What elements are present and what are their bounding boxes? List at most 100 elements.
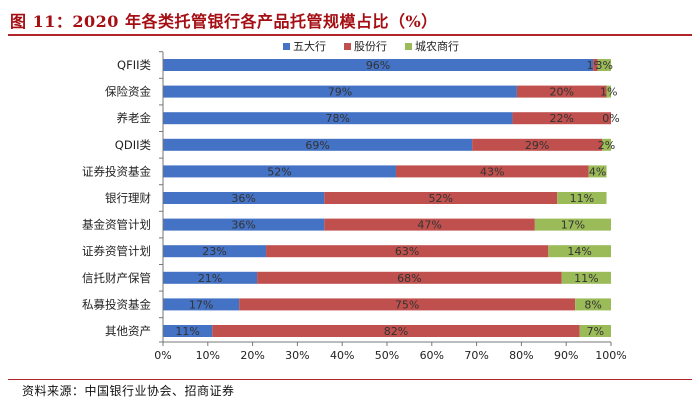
x-tick-label-3: 30% — [285, 349, 309, 362]
data-label-1-8: 68% — [397, 272, 421, 285]
bar-0-3 — [163, 138, 473, 151]
data-label-1-9: 75% — [395, 298, 419, 311]
data-label-0-7: 23% — [202, 245, 226, 258]
category-label-3: QDII类 — [115, 138, 152, 152]
category-label-0: QFII类 — [117, 58, 151, 72]
data-label-2-3: 2% — [598, 139, 615, 152]
data-label-2-7: 14% — [567, 245, 591, 258]
category-label-7: 证券资管计划 — [82, 244, 151, 258]
data-label-2-9: 8% — [584, 298, 601, 311]
bar-0-0 — [163, 59, 594, 71]
data-label-0-4: 52% — [267, 165, 291, 178]
category-label-5: 银行理财 — [105, 191, 151, 205]
x-tick-label-0: 0% — [154, 349, 171, 362]
bar-2-1 — [606, 85, 611, 98]
data-label-2-5: 11% — [570, 192, 594, 205]
x-tick-label-7: 70% — [464, 349, 488, 362]
data-label-0-6: 36% — [231, 219, 255, 232]
data-label-0-2: 78% — [325, 112, 349, 125]
data-label-1-3: 29% — [525, 139, 549, 152]
data-label-0-0: 96% — [366, 59, 390, 72]
bar-0-6 — [163, 218, 325, 231]
category-label-10: 其他资产 — [105, 324, 151, 338]
data-label-1-1: 20% — [549, 86, 573, 99]
category-label-2: 养老金 — [117, 111, 152, 125]
legend: 五大行 股份行 城农商行 — [283, 39, 459, 53]
data-label-2-2: 0% — [602, 112, 619, 125]
data-label-0-8: 21% — [198, 272, 222, 285]
bar-1-8 — [257, 271, 562, 284]
category-label-8: 信托财产保管 — [82, 271, 151, 285]
bar-2-8 — [561, 271, 611, 284]
chart-title: 图 11：2020 年各类托管银行各产品托管规模占比（%） — [10, 12, 438, 31]
bar-1-4 — [395, 165, 589, 178]
bar-2-10 — [579, 325, 611, 337]
legend-swatch-1 — [344, 43, 351, 50]
bar-2-3 — [602, 138, 611, 151]
bar-1-2 — [512, 112, 611, 125]
legend-swatch-0 — [283, 43, 290, 50]
bar-1-3 — [472, 138, 603, 151]
data-label-2-8: 11% — [574, 272, 598, 285]
legend-label-1: 股份行 — [354, 40, 387, 53]
bar-2-6 — [534, 218, 611, 231]
data-label-1-2: 22% — [549, 112, 573, 125]
bar-1-6 — [324, 218, 535, 231]
bar-2-9 — [575, 298, 611, 311]
category-label-1: 保险资金 — [105, 85, 151, 99]
x-tick-label-1: 10% — [196, 349, 220, 362]
bar-0-5 — [163, 192, 325, 204]
x-tick-label-6: 60% — [420, 349, 444, 362]
x-tick-label-8: 80% — [509, 349, 533, 362]
data-label-0-10: 11% — [175, 325, 199, 338]
axes: 0% 10% 20% 30% 40% 50% 60% 70% 80% 90% 100% — [154, 51, 627, 362]
bar-1-9 — [239, 298, 576, 311]
data-label-1-10: 82% — [384, 325, 408, 338]
x-tick-label-4: 40% — [330, 349, 354, 362]
source-note: 资料来源：中国银行业协会、招商证券 — [22, 384, 235, 398]
category-label-9: 私募投资基金 — [82, 297, 151, 311]
bar-0-9 — [163, 298, 240, 311]
x-tick-label-9: 90% — [554, 349, 578, 362]
x-tick-label-2: 20% — [240, 349, 264, 362]
data-label-2-1: 1% — [600, 86, 617, 99]
title-divider — [8, 34, 692, 36]
bar-2-7 — [548, 245, 611, 258]
category-label-6: 基金资管计划 — [82, 218, 151, 232]
x-tick-label-5: 50% — [375, 349, 399, 362]
bar-1-5 — [324, 192, 558, 204]
bar-2-4 — [588, 165, 607, 178]
footer-divider — [8, 379, 692, 380]
data-label-1-6: 47% — [417, 219, 441, 232]
legend-label-0: 五大行 — [293, 39, 326, 53]
legend-swatch-2 — [405, 43, 412, 50]
data-label-2-10: 7% — [587, 325, 604, 338]
bar-1-1 — [516, 85, 607, 98]
data-label-2-0: 3% — [596, 59, 613, 72]
data-label-0-5: 36% — [231, 192, 255, 205]
bar-2-5 — [557, 192, 607, 204]
bar-1-0 — [593, 59, 598, 71]
data-label-0-9: 17% — [189, 298, 213, 311]
data-label-1-7: 63% — [395, 245, 419, 258]
data-label-1-5: 52% — [429, 192, 453, 205]
bar-1-7 — [266, 245, 549, 258]
data-label-1-4: 43% — [480, 165, 504, 178]
data-label-0-1: 79% — [328, 86, 352, 99]
bar-2-0 — [597, 59, 611, 71]
bar-0-4 — [163, 165, 396, 178]
category-label-4: 证券投资基金 — [82, 164, 151, 178]
data-label-2-6: 17% — [561, 219, 585, 232]
x-tick-label-10: 100% — [595, 349, 626, 362]
bar-0-2 — [163, 112, 513, 125]
bar-0-1 — [163, 85, 517, 98]
bar-0-10 — [163, 325, 213, 337]
data-label-0-3: 69% — [305, 139, 329, 152]
data-label-2-4: 4% — [589, 165, 606, 178]
legend-label-2: 城农商行 — [415, 39, 459, 53]
bar-1-10 — [212, 325, 580, 337]
bar-0-8 — [163, 271, 258, 284]
bar-0-7 — [163, 245, 267, 258]
